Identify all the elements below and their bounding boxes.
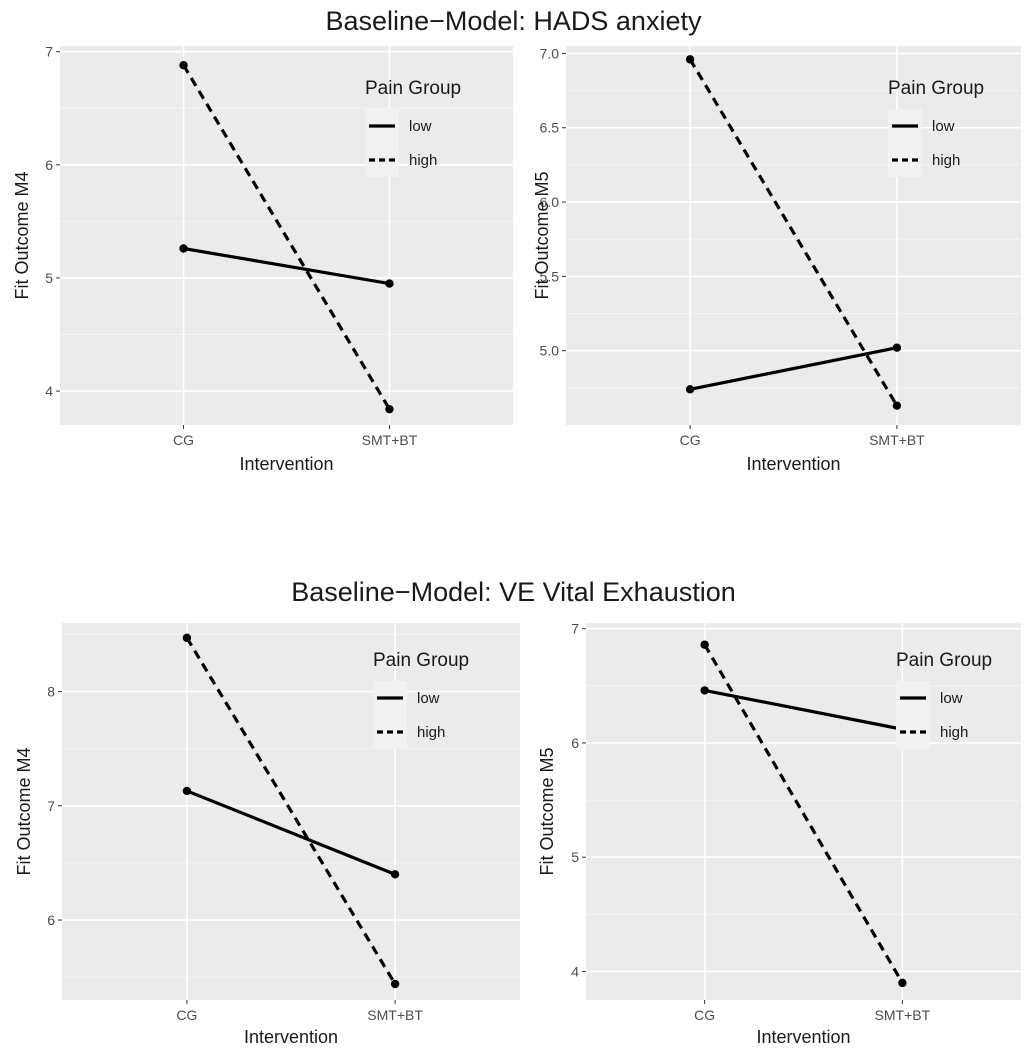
- x-tick-label: SMT+BT: [367, 1007, 423, 1023]
- x-tick-label: CG: [173, 432, 194, 448]
- y-tick-label: 5: [571, 849, 579, 865]
- legend-label-low: low: [409, 118, 432, 135]
- y-tick-label: 5.5: [540, 268, 560, 284]
- y-tick-label: 6: [47, 912, 55, 928]
- data-point-low: [390, 870, 400, 879]
- legend: Pain Group low high: [888, 78, 984, 177]
- legend-title: Pain Group: [896, 650, 992, 671]
- data-point-high: [385, 404, 394, 414]
- y-tick-label: 6.0: [540, 194, 560, 210]
- legend: Pain Group low high: [365, 78, 461, 177]
- series-line-high: [185, 637, 397, 985]
- data-point-low: [700, 686, 709, 695]
- y-tick-label: 6: [571, 735, 579, 751]
- data-point-low: [182, 786, 192, 796]
- data-point-low: [685, 385, 695, 394]
- y-tick-label: 7: [45, 44, 53, 60]
- y-axis-title: Fit Outcome M4: [12, 171, 32, 299]
- series-line-low: [704, 688, 903, 731]
- x-tick-label: SMT+BT: [869, 432, 925, 448]
- plot-background: [586, 623, 1021, 1000]
- legend-label-high: high: [417, 724, 445, 741]
- y-tick-label: 8: [47, 684, 55, 700]
- series-line-low: [186, 789, 396, 876]
- section-title-hads: Baseline−Model: HADS anxiety: [325, 6, 702, 36]
- y-axis-title: Fit Outcome M5: [532, 171, 552, 299]
- plot-background: [566, 46, 1021, 425]
- legend-label-low: low: [417, 690, 440, 707]
- y-tick-label: 5.0: [540, 343, 560, 359]
- legend-label-low: low: [932, 118, 955, 135]
- data-point-low: [385, 279, 394, 288]
- y-tick-label: 4: [45, 383, 53, 399]
- x-axis-title: Intervention: [746, 454, 840, 474]
- y-tick-label: 7.0: [540, 45, 560, 61]
- legend-label-high: high: [940, 724, 968, 741]
- y-tick-label: 7: [571, 621, 579, 637]
- data-point-high: [685, 55, 695, 64]
- legend-label-high: high: [409, 152, 437, 169]
- data-point-high: [390, 979, 400, 989]
- x-axis-title: Intervention: [244, 1027, 338, 1047]
- section-title-ve: Baseline−Model: VE Vital Exhaustion: [291, 577, 736, 607]
- x-axis-title: Intervention: [756, 1027, 850, 1047]
- legend: Pain Group low high: [896, 650, 992, 749]
- series-line-low: [689, 346, 898, 391]
- data-point-high: [179, 61, 188, 70]
- x-tick-label: SMT+BT: [362, 432, 418, 448]
- chart-panel-4: 4 5 6 7 CG SMT+BT Intervention Fit Outcome M5 Pa…: [537, 621, 1021, 1047]
- series-line-high: [688, 58, 899, 407]
- series-line-low: [183, 246, 390, 286]
- y-tick-label: 6.5: [540, 120, 560, 136]
- x-tick-label: CG: [176, 1007, 197, 1023]
- y-tick-label: 6: [45, 157, 53, 173]
- series-line-high: [703, 643, 904, 984]
- y-tick-label: 5: [45, 270, 53, 286]
- legend-label-high: high: [932, 152, 960, 169]
- x-tick-label: CG: [694, 1007, 715, 1023]
- y-axis-title: Fit Outcome M4: [14, 747, 34, 875]
- legend: Pain Group low high: [373, 650, 469, 749]
- y-tick-label: 4: [571, 963, 579, 979]
- data-point-high: [892, 401, 902, 410]
- chart-panel-3: 6 7 8 CG SMT+BT Intervention Fit Outcome M4 Pai…: [14, 623, 520, 1047]
- x-tick-label: SMT+BT: [875, 1007, 931, 1023]
- y-tick-label: 7: [47, 798, 55, 814]
- series-line-high: [182, 64, 391, 410]
- data-point-low: [179, 244, 188, 253]
- legend-label-low: low: [940, 690, 963, 707]
- x-tick-label: CG: [680, 432, 701, 448]
- chart-panel-1: 4 5 6 7 CG SMT+BT Intervention Fit Outcome M4 Pa…: [12, 44, 513, 474]
- x-axis-title: Intervention: [239, 454, 333, 474]
- data-point-high: [700, 640, 709, 649]
- data-point-high: [182, 633, 192, 643]
- y-axis-title: Fit Outcome M5: [537, 747, 557, 875]
- data-point-low: [892, 343, 902, 352]
- legend-title: Pain Group: [373, 650, 469, 671]
- legend-title: Pain Group: [365, 78, 461, 99]
- chart-panel-2: 5.0 5.5 6.0 6.5 7.0 CG SMT+BT Intervention Fit O…: [532, 45, 1021, 474]
- legend-title: Pain Group: [888, 78, 984, 99]
- data-point-high: [898, 978, 907, 988]
